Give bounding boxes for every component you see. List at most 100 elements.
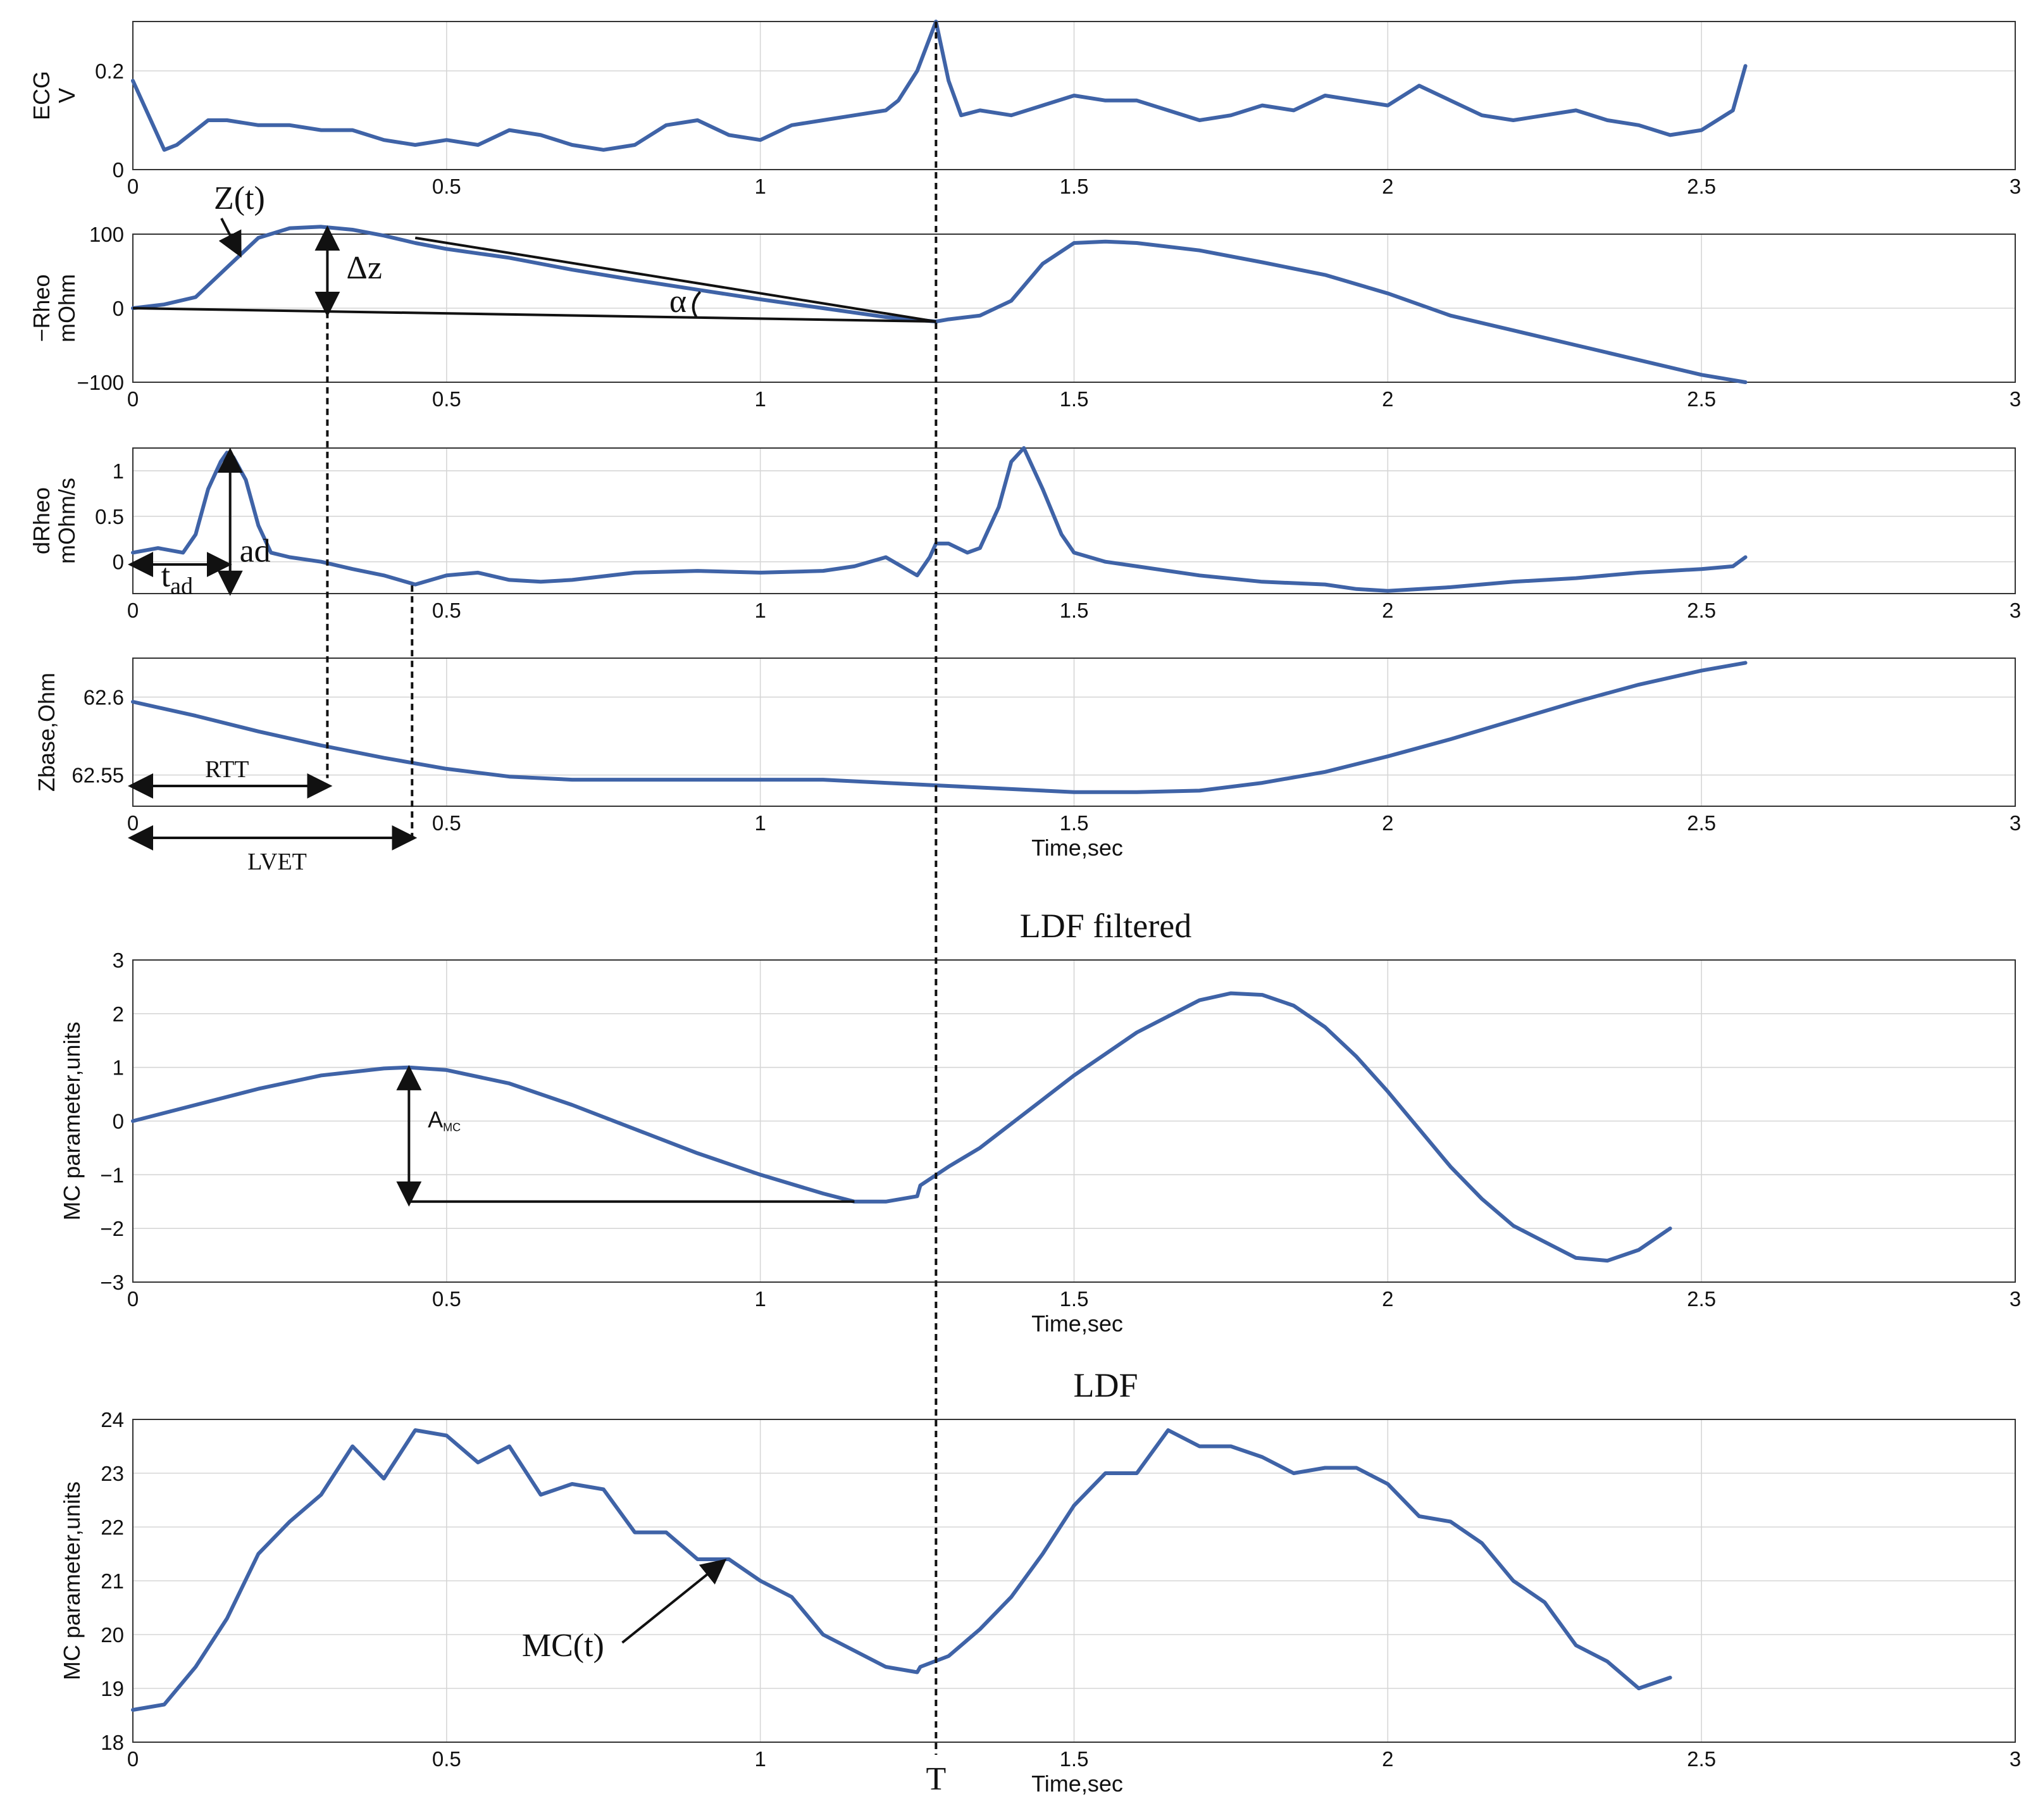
- x-tick-label: 3: [2010, 175, 2021, 198]
- y-tick-label: 0: [113, 1110, 124, 1133]
- y-axis-label: MC parameter,units: [59, 1481, 85, 1680]
- x-tick-label: 0: [127, 175, 139, 198]
- series-line-drheo: [131, 446, 1748, 593]
- x-tick-label: 3: [2010, 1747, 2021, 1771]
- series-line-zbase: [131, 661, 1748, 794]
- axes-frame: [132, 21, 2016, 170]
- y-tick-label: 19: [101, 1677, 124, 1700]
- baseline-line: [132, 307, 936, 323]
- series-line-ldf: [131, 1428, 1672, 1712]
- chart-title: LDF: [1073, 1366, 1138, 1404]
- y-tick-label: 0: [113, 551, 124, 574]
- x-tick-label: 1: [754, 1747, 766, 1771]
- y-tick-label: 24: [101, 1408, 124, 1431]
- x-tick-label: 0: [127, 1747, 139, 1771]
- x-tick-label: 3: [2010, 1287, 2021, 1311]
- x-tick-label: 2.5: [1687, 811, 1716, 835]
- y-axis-label: −Rheo: [28, 274, 54, 342]
- rtt-label: RTT: [205, 756, 249, 783]
- x-tick-label: 0: [127, 387, 139, 411]
- x-tick-label: 0.5: [432, 175, 461, 198]
- x-tick-label: 3: [2010, 811, 2021, 835]
- y-tick-label: 1: [113, 459, 124, 483]
- y-tick-label: 0: [113, 158, 124, 182]
- series-line-ecg: [131, 20, 1748, 152]
- z-arrow: [218, 218, 242, 258]
- z-label: Z(t): [214, 180, 265, 216]
- x-tick-label: 2: [1382, 599, 1393, 622]
- x-tick-label: 1.5: [1060, 599, 1089, 622]
- y-axis-label: ECG: [28, 71, 54, 120]
- x-tick-label: 2.5: [1687, 387, 1716, 411]
- x-tick-label: 0.5: [432, 599, 461, 622]
- ad-label: ad: [240, 533, 271, 570]
- x-tick-label: 1: [754, 175, 766, 198]
- amc-sub: MC: [443, 1121, 461, 1134]
- x-tick-label: 2: [1382, 811, 1393, 835]
- x-tick-label: 1.5: [1060, 1747, 1089, 1771]
- y-tick-label: −3: [100, 1271, 124, 1294]
- x-tick-label: 1.5: [1060, 387, 1089, 411]
- panel-drheo: 0 0.5 1 1.5 2 2.5 3 0 0.5 1 dRheo mOhm/s: [28, 446, 2021, 622]
- y-axis-label-unit: mOhm/s: [54, 478, 80, 564]
- y-tick-label: 3: [113, 949, 124, 972]
- x-tick-label: 1: [754, 1287, 766, 1311]
- x-tick-label: 1: [754, 811, 766, 835]
- y-tick-label: 62.55: [71, 764, 124, 787]
- chart-title: LDF filtered: [1020, 907, 1191, 945]
- mc-arrow: [621, 1559, 727, 1644]
- y-tick-label: 21: [101, 1569, 124, 1593]
- tad-label: tad: [161, 558, 193, 600]
- x-tick-label: 3: [2010, 599, 2021, 622]
- y-tick-label: 62.6: [84, 686, 124, 709]
- alpha-label: α: [669, 284, 687, 320]
- x-tick-label: 2: [1382, 1287, 1393, 1311]
- y-tick-label: 18: [101, 1731, 124, 1754]
- y-tick-label: 0.5: [95, 505, 124, 528]
- y-tick-label: 20: [101, 1623, 124, 1647]
- panel-ldf_filtered: 0 0.5 1 1.5 2 2.5 3 −3 −2 −1 0 1 2 3 MC parameter,unit…: [59, 907, 2021, 1337]
- lvet-label: LVET: [247, 849, 307, 875]
- y-tick-label: 0.2: [95, 59, 124, 83]
- y-tick-label: 0: [113, 297, 124, 320]
- x-tick-label: 2.5: [1687, 1287, 1716, 1311]
- y-axis-label: MC parameter,units: [59, 1021, 85, 1220]
- x-tick-label: 1.5: [1060, 1287, 1089, 1311]
- x-tick-label: 1: [754, 599, 766, 622]
- y-tick-label: 1: [113, 1056, 124, 1080]
- x-tick-label: 0.5: [432, 1287, 461, 1311]
- tangent-line: [414, 236, 936, 323]
- y-tick-label: 100: [89, 223, 124, 246]
- x-tick-label: 0: [127, 811, 139, 835]
- y-axis-label: dRheo: [28, 487, 54, 554]
- y-tick-label: 23: [101, 1462, 124, 1485]
- y-tick-label: −2: [100, 1217, 124, 1240]
- x-tick-label: 0: [127, 599, 139, 622]
- marker-label-T: T: [926, 1761, 946, 1797]
- x-tick-label: 2: [1382, 1747, 1393, 1771]
- x-tick-label: 1.5: [1060, 175, 1089, 198]
- amc-label: AMC: [428, 1107, 461, 1134]
- x-tick-label: 3: [2010, 387, 2021, 411]
- x-tick-label: 2: [1382, 387, 1393, 411]
- x-tick-label: 2.5: [1687, 599, 1716, 622]
- panel-ecg: 0 0.5 1 1.5 2 2.5 3 0 0.2 ECG V: [28, 20, 2021, 198]
- x-axis-label: Time,sec: [1031, 835, 1123, 861]
- x-tick-label: 0.5: [432, 811, 461, 835]
- x-axis-label: Time,sec: [1031, 1771, 1123, 1797]
- y-tick-label: 22: [101, 1516, 124, 1539]
- y-axis-label: Zbase,Ohm: [34, 673, 59, 792]
- amc-main: A: [428, 1107, 443, 1133]
- tad-main: t: [161, 558, 171, 594]
- panel-zbase: 0 0.5 1 1.5 2 2.5 3 62.55 62.6 Zbase,Ohm Time,sec: [34, 658, 2021, 861]
- x-tick-label: 2: [1382, 175, 1393, 198]
- axes-frame: [132, 658, 2016, 807]
- y-axis-label-unit: mOhm: [54, 274, 80, 342]
- y-axis-label-unit: V: [54, 88, 80, 103]
- y-tick-label: −100: [77, 371, 124, 394]
- tad-sub: ad: [170, 573, 193, 600]
- x-tick-label: 2.5: [1687, 175, 1716, 198]
- series-line-ldf_filtered: [131, 991, 1672, 1263]
